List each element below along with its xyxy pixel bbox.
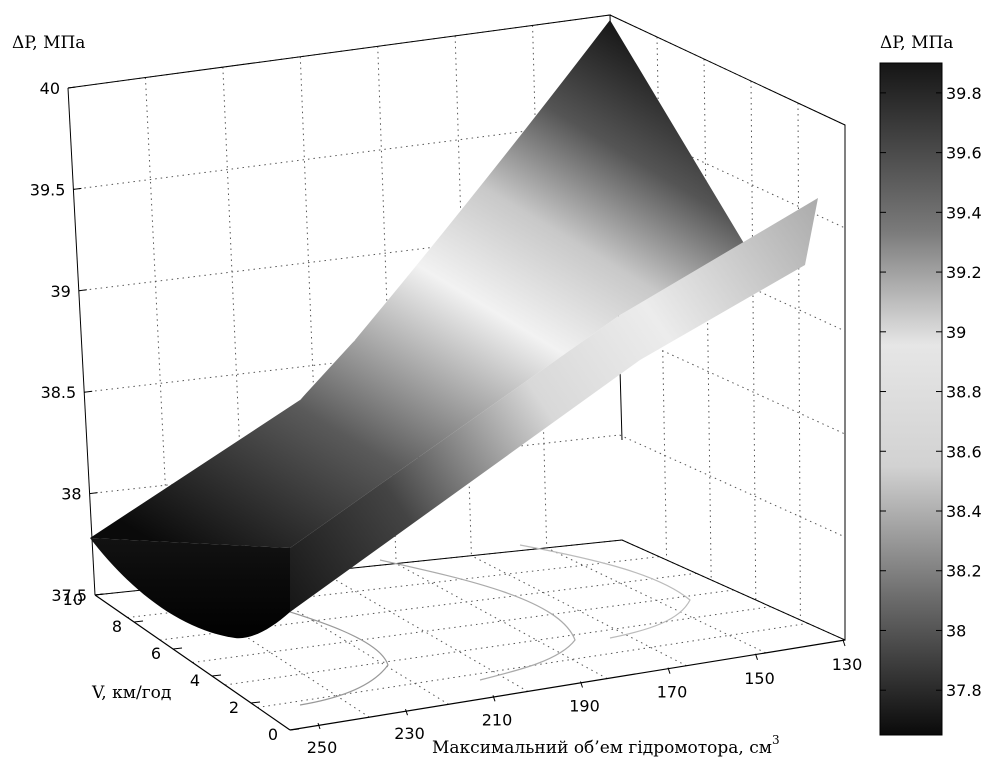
- x-tick-mark: [492, 695, 496, 702]
- z-tick-mark: [84, 390, 93, 393]
- colorbar-tick-label: 39.4: [946, 203, 982, 222]
- y-tick-label: 8: [112, 617, 122, 636]
- surface-side: [90, 538, 290, 639]
- colorbar-tick-label: 38.4: [946, 502, 982, 521]
- y-tick-mark: [172, 647, 183, 650]
- x-tick-mark: [405, 709, 408, 716]
- grid-line: [159, 572, 697, 641]
- y-tick-label: 0: [268, 725, 278, 744]
- grid-line: [797, 102, 801, 621]
- y-tick-mark: [289, 728, 300, 731]
- y-axis-ticks: 0 2 4 6 8 10: [63, 590, 300, 744]
- grid-line: [395, 563, 608, 680]
- colorbar-tick-label: 38.2: [946, 562, 982, 581]
- x-tick-label: 170: [657, 683, 688, 702]
- x-axis-label-sup: 3: [772, 733, 780, 747]
- grid-line: [78, 224, 615, 292]
- x-tick-label: 150: [744, 669, 775, 688]
- colorbar-ticks: 39.8 39.6 39.4 39.2 39 38.8 38.6 38.4 38.2 38 37.8: [880, 84, 982, 700]
- surface: [90, 20, 818, 639]
- surface-top: [90, 20, 745, 548]
- z-axis-label: ΔP, МПа: [12, 33, 85, 53]
- x-tick-mark: [667, 667, 671, 674]
- x-tick-label: 190: [569, 697, 600, 716]
- z-tick-label: 39: [50, 282, 70, 301]
- colorbar-tick-label: 38.6: [946, 442, 982, 461]
- y-tick-mark: [133, 620, 144, 623]
- colorbar: ΔP, МПа 39.8 39.6 39.4 39.2 39 38.8 38.6 38.4 38…: [879, 33, 982, 736]
- x-tick-label: 130: [832, 655, 863, 674]
- colorbar-gradient: [879, 62, 943, 736]
- z-tick-label: 40: [40, 79, 60, 98]
- colorbar-tick-label: 39: [946, 323, 966, 342]
- x-tick-label: 230: [394, 724, 425, 743]
- grid-line: [224, 606, 771, 686]
- y-tick-mark: [250, 701, 261, 704]
- x-tick-mark: [580, 681, 583, 688]
- colorbar-tick-label: 37.8: [946, 681, 982, 700]
- colorbar-tick-label: 38.8: [946, 383, 982, 402]
- y-axis-label: V, км/год: [91, 683, 171, 703]
- grid-line: [619, 434, 846, 538]
- y-tick-mark: [94, 593, 105, 596]
- x-tick-mark: [842, 639, 846, 647]
- grid-line: [320, 570, 529, 692]
- z-tick-mark: [78, 289, 87, 292]
- z-tick-mark: [89, 492, 98, 495]
- floor-contours: [249, 544, 691, 706]
- y-tick-label: 4: [190, 671, 200, 690]
- grid-line: [532, 25, 548, 548]
- z-tick-label: 39.5: [30, 180, 66, 199]
- grid-line: [471, 555, 687, 667]
- x-tick-label: 210: [482, 710, 513, 729]
- colorbar-tick-label: 39.6: [946, 144, 982, 163]
- surface-front: [290, 198, 818, 612]
- colorbar-tick-label: 38: [946, 621, 966, 640]
- x-tick-mark: [755, 653, 758, 660]
- z-tick-mark: [67, 86, 77, 89]
- x-tick-mark: [317, 722, 321, 730]
- y-tick-mark: [211, 674, 222, 677]
- grid-line: [750, 80, 757, 601]
- colorbar-tick-label: 39.8: [946, 84, 982, 103]
- x-axis-ticks: 250 230 210 190 170 150 130: [307, 639, 863, 757]
- z-tick-label: 38.5: [41, 383, 77, 402]
- colorbar-title: ΔP, МПа: [880, 33, 953, 53]
- z-tick-mark: [73, 187, 82, 190]
- z-tick-label: 37.5: [51, 586, 87, 605]
- x-axis-label: Максимальний об’ем гідромотора, см3: [432, 733, 780, 758]
- z-tick-label: 38: [61, 485, 81, 504]
- grid-line: [84, 329, 618, 393]
- y-tick-label: 6: [151, 644, 161, 663]
- x-tick-label: 250: [307, 738, 338, 757]
- grid-line: [656, 36, 668, 561]
- y-tick-label: 2: [229, 698, 239, 717]
- z-axis-ticks: 37.5 38 38.5 39 39.5 40: [30, 79, 104, 605]
- x-axis-label-text: Максимальний об’ем гідромотора, см: [432, 738, 772, 758]
- colorbar-tick-label: 39.2: [946, 263, 982, 282]
- y-tick-label: 10: [63, 590, 83, 609]
